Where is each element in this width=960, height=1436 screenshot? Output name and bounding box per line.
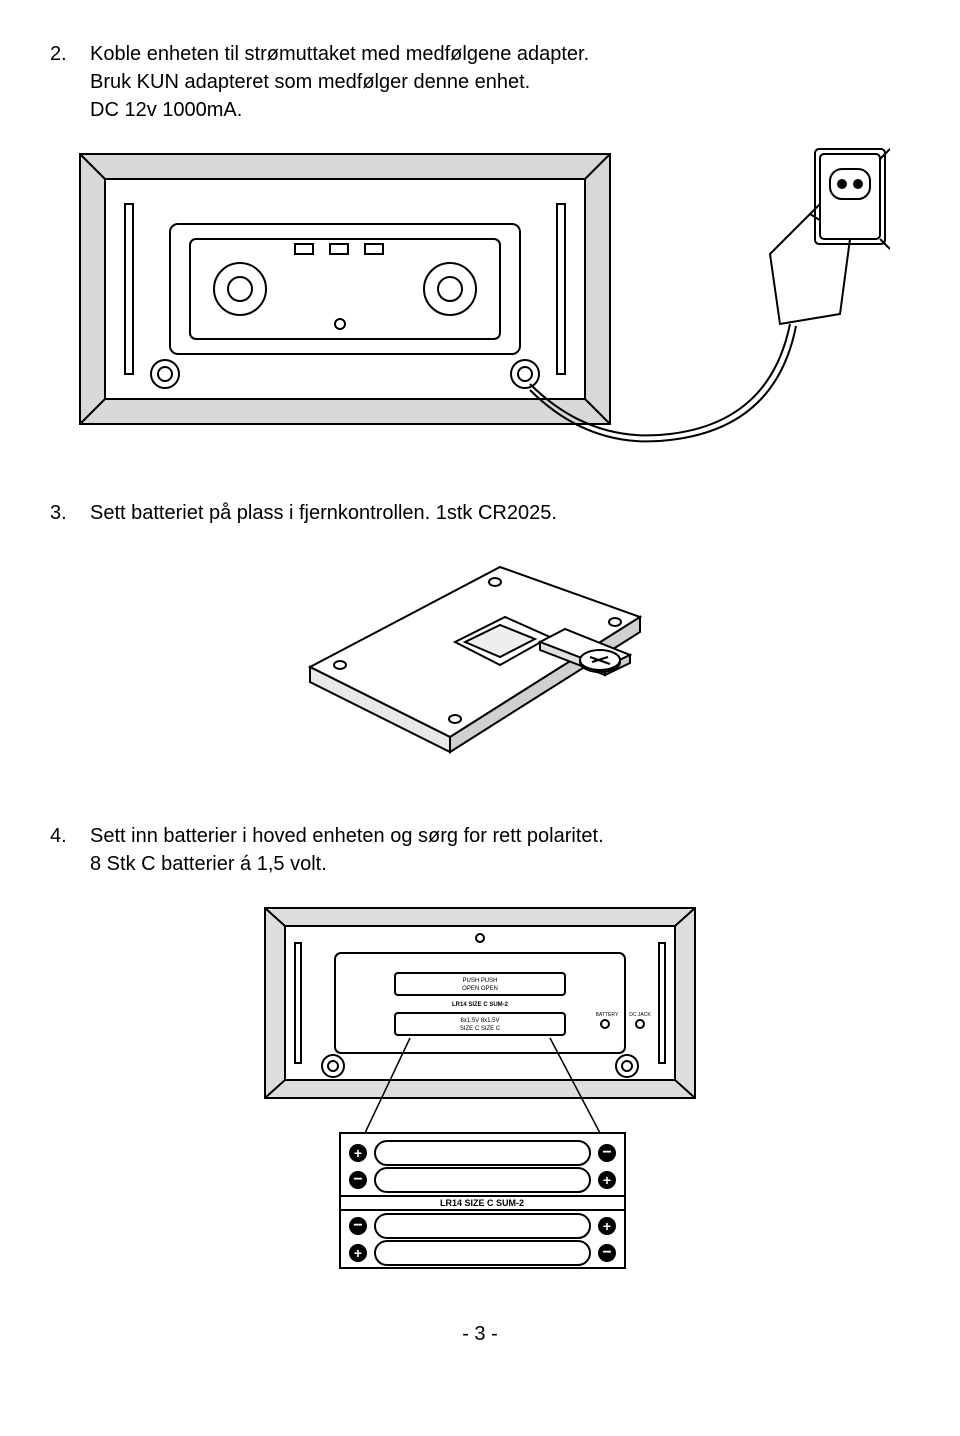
instruction-3-line-1: Sett batteriet på plass i fjernkontrolle… [90,502,557,524]
svg-text:−: − [602,1244,611,1261]
instruction-2-line-3: DC 12v 1000mA. [90,99,242,121]
instruction-2-number: 2. [50,40,90,68]
page-number: - 3 - [50,1323,910,1346]
size-label-1: 8x1.5V 8x1.5V [460,1018,499,1024]
instruction-2: 2. Koble enheten til strømuttaket med me… [50,40,910,459]
svg-text:+: + [603,1218,611,1234]
instruction-3-text: 3. Sett batteriet på plass i fjernkontro… [50,499,910,527]
figure-power-adapter [50,144,910,459]
instruction-3-body: Sett batteriet på plass i fjernkontrolle… [90,499,910,527]
instruction-4-line-2: 8 Stk C batterier á 1,5 volt. [90,853,327,875]
svg-text:+: + [603,1172,611,1188]
instruction-3-number: 3. [50,499,90,527]
instruction-4-line-1: Sett inn batterier i hoved enheten og sø… [90,825,604,847]
instruction-4: 4. Sett inn batterier i hoved enheten og… [50,822,910,1283]
instruction-2-text: 2. Koble enheten til strømuttaket med me… [50,40,910,124]
size-label-2: SIZE C SIZE C [460,1026,501,1032]
svg-text:−: − [353,1171,362,1188]
svg-text:BATTERY: BATTERY [596,1012,619,1018]
svg-text:−: − [353,1217,362,1234]
instruction-2-line-2: Bruk KUN adapteret som medfølger denne e… [90,71,530,93]
svg-text:−: − [602,1144,611,1161]
instruction-4-text: 4. Sett inn batterier i hoved enheten og… [50,822,910,878]
mid-battery-label: LR14 SIZE C SUM-2 [452,1002,509,1008]
figure-main-batteries: PUSH PUSH OPEN OPEN LR14 SIZE C SUM-2 8x… [50,898,910,1283]
instruction-2-body: Koble enheten til strømuttaket med medfø… [90,40,910,124]
instruction-3: 3. Sett batteriet på plass i fjernkontro… [50,499,910,782]
instruction-2-line-1: Koble enheten til strømuttaket med medfø… [90,43,589,65]
open-label: OPEN OPEN [462,986,498,992]
svg-text:+: + [354,1245,362,1261]
instruction-4-body: Sett inn batterier i hoved enheten og sø… [90,822,910,878]
instruction-4-number: 4. [50,822,90,850]
figure-remote-battery [50,547,910,782]
push-label: PUSH PUSH [462,978,497,984]
svg-text:+: + [354,1145,362,1161]
battery-size-label: LR14 SIZE C SUM-2 [440,1198,524,1208]
svg-text:DC JACK: DC JACK [629,1012,651,1018]
